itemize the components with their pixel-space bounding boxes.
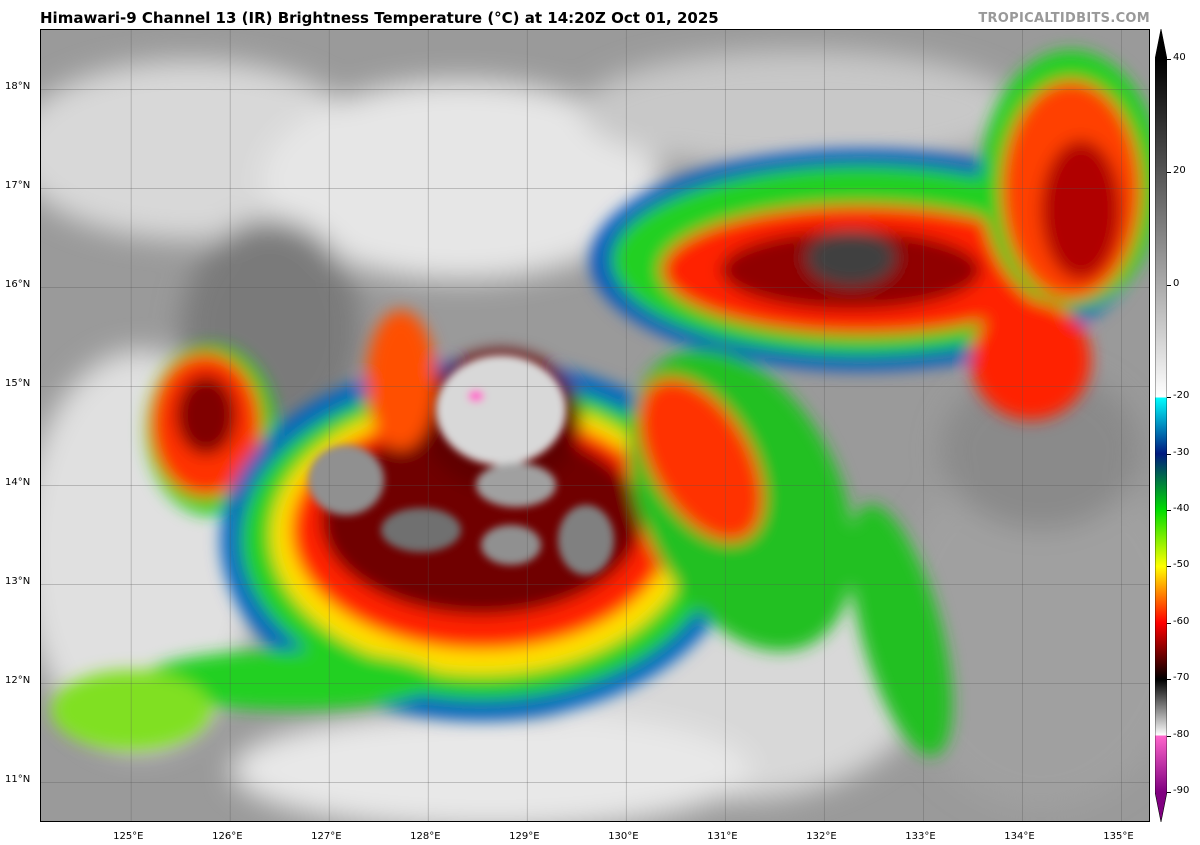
colorbar-tick <box>1167 284 1171 286</box>
colorbar-tick <box>1167 735 1171 737</box>
lat-lon-grid <box>41 30 1149 821</box>
colorbar-tick <box>1167 566 1171 568</box>
colorbar-tick <box>1167 792 1171 793</box>
latitude-tick-label: 17°N <box>5 180 31 192</box>
longitude-tick-label: 128°E <box>410 831 441 842</box>
colorbar-tick-label: -30 <box>1173 446 1190 458</box>
map-title: Himawari-9 Channel 13 (IR) Brightness Te… <box>40 9 719 27</box>
brand-watermark: TROPICALTIDBITS.COM <box>978 11 1150 26</box>
colorbar-tick <box>1167 453 1171 455</box>
latitude-tick-label: 18°N <box>5 81 31 93</box>
background-clouds <box>41 50 1149 821</box>
longitude-tick-label: 133°E <box>905 831 936 842</box>
longitude-tick-label: 126°E <box>212 831 243 842</box>
latitude-tick-label: 11°N <box>5 774 31 786</box>
colorbar-tick-label: 0 <box>1173 277 1180 289</box>
colorbar-tick-label: 20 <box>1173 164 1186 176</box>
colorbar-tick <box>1167 622 1171 624</box>
latitude-tick-label: 12°N <box>5 675 31 687</box>
longitude-tick-label: 125°E <box>113 831 144 842</box>
longitude-tick-label: 135°E <box>1103 831 1134 842</box>
satellite-map <box>40 29 1150 822</box>
latitude-tick-label: 15°N <box>5 378 31 390</box>
longitude-tick-label: 132°E <box>806 831 837 842</box>
colorbar-tick-label: -80 <box>1173 728 1190 740</box>
colorbar-tick-label: -70 <box>1173 672 1190 684</box>
latitude-tick-label: 16°N <box>5 279 31 291</box>
colorbar-tick <box>1167 510 1171 512</box>
colorbar-tick-label: -60 <box>1173 615 1190 627</box>
colorbar-tick-label: 40 <box>1173 52 1186 63</box>
longitude-tick-label: 129°E <box>509 831 540 842</box>
latitude-tick-label: 13°N <box>5 576 31 588</box>
colorbar-tick-label: -90 <box>1173 785 1190 796</box>
longitude-tick-label: 130°E <box>608 831 639 842</box>
colorbar-tick-label: -20 <box>1173 390 1190 402</box>
colorbar-tick <box>1167 59 1171 60</box>
longitude-tick-label: 134°E <box>1004 831 1035 842</box>
colorbar-tick <box>1167 679 1171 681</box>
latitude-tick-label: 14°N <box>5 477 31 489</box>
longitude-tick-label: 131°E <box>707 831 738 842</box>
colorbar-tick <box>1167 397 1171 399</box>
colorbar <box>1155 29 1167 822</box>
cold-cloud-tops <box>308 355 614 575</box>
colorbar-tick-label: -50 <box>1173 559 1190 571</box>
longitude-tick-label: 127°E <box>311 831 342 842</box>
colorbar-tick-label: -40 <box>1173 503 1190 515</box>
satellite-imagery <box>41 50 1149 821</box>
colorbar-tick <box>1167 171 1171 173</box>
